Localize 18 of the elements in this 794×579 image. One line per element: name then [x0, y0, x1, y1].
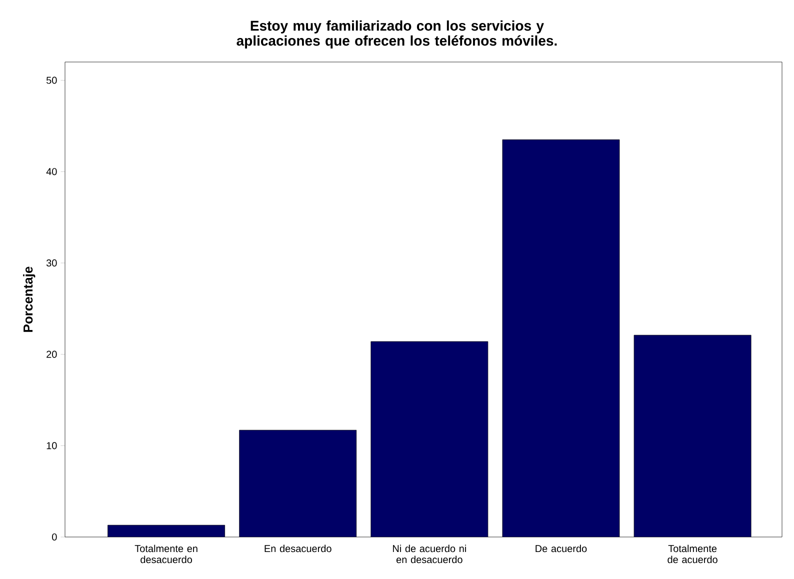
- y-axis-title: Porcentaje: [23, 266, 36, 332]
- y-tick-label: 10: [46, 442, 57, 450]
- bar: [108, 525, 225, 537]
- bar: [239, 430, 356, 537]
- x-tick-label: En desacuerdo: [264, 544, 332, 552]
- x-tick-label: De acuerdo: [536, 544, 587, 552]
- x-tick-label: Totalmente en desacuerdo: [134, 544, 198, 564]
- y-tick-label: 40: [46, 168, 57, 176]
- y-tick-label: 0: [52, 533, 57, 541]
- y-tick-label: 20: [46, 350, 57, 358]
- bar: [634, 334, 752, 537]
- bar: [502, 140, 620, 537]
- x-tick-label: Totalmente de acuerdo: [668, 544, 718, 564]
- chart-title: Estoy muy familiarizado con los servicios y aplicaciones que ofrecen los teléfonos móviles.: [236, 20, 557, 48]
- y-tick-label: 50: [46, 76, 57, 84]
- y-tick-label: 30: [46, 259, 57, 266]
- bar: [370, 342, 488, 537]
- x-tick-label: Ni de acuerdo ni en desacuerdo: [393, 544, 466, 564]
